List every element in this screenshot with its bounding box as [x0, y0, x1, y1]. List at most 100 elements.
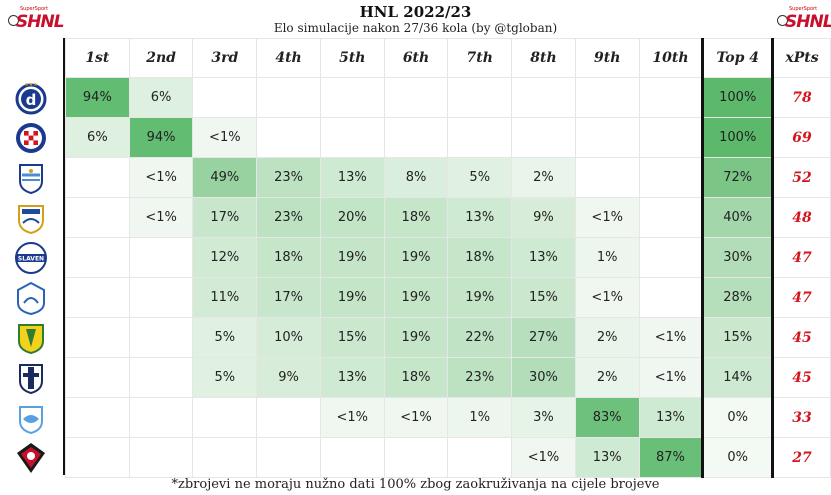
probability-cell — [65, 437, 130, 478]
probability-cell: 3% — [511, 397, 576, 438]
probability-cell — [383, 437, 449, 478]
probability-cell: 2% — [511, 157, 576, 198]
probability-cell: 19% — [447, 277, 513, 318]
col-header-7th: 7th — [447, 38, 513, 78]
xpts-cell: 52 — [772, 157, 831, 198]
probability-cell: 2% — [574, 317, 640, 358]
probability-cell: 23% — [256, 197, 321, 238]
top4-cell: 40% — [701, 197, 775, 238]
probability-cell: 94% — [65, 77, 130, 118]
probability-cell: 19% — [383, 237, 449, 278]
probability-cell — [256, 77, 321, 118]
probability-cell — [128, 357, 194, 398]
xpts-cell: 69 — [772, 117, 831, 158]
probability-cell — [638, 197, 704, 238]
probability-cell: 83% — [574, 397, 640, 438]
probability-cell — [638, 157, 704, 198]
xpts-cell: 27 — [772, 437, 831, 478]
probability-cell: 9% — [511, 197, 576, 238]
sibenik-crest — [19, 406, 43, 435]
probability-cell: 19% — [319, 237, 385, 278]
xpts-cell: 45 — [772, 357, 831, 398]
top4-cell: 15% — [701, 317, 775, 358]
ball-icon — [777, 15, 788, 26]
top4-cell: 30% — [701, 237, 775, 278]
probability-cell — [192, 397, 258, 438]
probability-cell — [65, 197, 130, 238]
probability-cell — [447, 437, 513, 478]
probability-cell: <1% — [638, 317, 704, 358]
table-row: 6% 94% <1% 100% 69 — [65, 117, 831, 158]
probability-cell — [447, 117, 513, 158]
probability-cell: <1% — [511, 437, 576, 478]
xpts-cell: 47 — [772, 237, 831, 278]
logo-word: SHNL — [785, 12, 831, 32]
table-body: 94% 6% 100% 78 6% 94% <1% 100% 69 <1% 49% 23% 13% 8% 5… — [65, 77, 831, 478]
probability-cell: 19% — [383, 277, 449, 318]
probability-cell: 5% — [192, 317, 258, 358]
top4-cell: 0% — [701, 397, 775, 438]
probability-cell: 15% — [319, 317, 385, 358]
probability-cell: 1% — [447, 397, 513, 438]
logo-tag: SuperSport — [789, 6, 818, 12]
probability-cell: 19% — [383, 317, 449, 358]
xpts-cell: 33 — [772, 397, 831, 438]
probability-cell — [447, 77, 513, 118]
probability-cell — [574, 157, 640, 198]
col-header-4th: 4th — [256, 38, 321, 78]
shnl-logo-left: SuperSport SHNL — [6, 6, 65, 32]
slaven-belupo-crest: SLAVEN — [15, 242, 47, 274]
probability-cell — [638, 277, 704, 318]
header-row: 1st 2nd 3rd 4th 5th 6th 7th 8th 9th 10th… — [65, 38, 831, 78]
probability-cell — [65, 317, 130, 358]
xpts-cell: 45 — [772, 317, 831, 358]
probability-cell — [638, 237, 704, 278]
probability-cell: 1% — [574, 237, 640, 278]
probability-cell: 17% — [192, 197, 258, 238]
col-header-5th: 5th — [319, 38, 385, 78]
probability-cell — [383, 117, 449, 158]
rijeka-crest — [18, 205, 44, 235]
probability-cell: 13% — [574, 437, 640, 478]
probability-cell — [511, 117, 576, 158]
col-header-8th: 8th — [511, 38, 576, 78]
probability-cell: <1% — [128, 157, 194, 198]
probability-cell — [65, 397, 130, 438]
table-left-divider — [63, 38, 66, 475]
probability-cell: 13% — [511, 237, 576, 278]
probability-cell: 11% — [192, 277, 258, 318]
probability-cell: <1% — [128, 197, 194, 238]
probability-cell: 2% — [574, 357, 640, 398]
probability-cell: 22% — [447, 317, 513, 358]
probability-cell — [192, 437, 258, 478]
footnote: *zbrojevi ne moraju nužno dati 100% zbog… — [171, 477, 660, 492]
probability-cell — [383, 77, 449, 118]
table-row: <1% 17% 23% 20% 18% 13% 9% <1% 40% 48 — [65, 197, 831, 238]
xpts-cell: 78 — [772, 77, 831, 118]
probability-cell — [128, 397, 194, 438]
col-header-6th: 6th — [383, 38, 449, 78]
probability-cell: 18% — [383, 357, 449, 398]
probability-cell: 12% — [192, 237, 258, 278]
probability-cell: 19% — [319, 277, 385, 318]
probability-cell: 18% — [447, 237, 513, 278]
table-row: 94% 6% 100% 78 — [65, 77, 831, 118]
col-header-top4: Top 4 — [701, 38, 775, 78]
svg-text:d: d — [26, 91, 37, 109]
probability-cell: 5% — [192, 357, 258, 398]
probability-cell: 9% — [256, 357, 321, 398]
table-row: 12% 18% 19% 19% 18% 13% 1% 30% 47 — [65, 237, 831, 278]
probability-cell: 6% — [65, 117, 130, 158]
probability-cell — [128, 317, 194, 358]
probability-cell — [65, 357, 130, 398]
probability-cell — [256, 397, 321, 438]
probability-cell — [574, 117, 640, 158]
varazdin-crest — [17, 281, 45, 315]
probability-cell — [319, 117, 385, 158]
probability-cell: 87% — [638, 437, 704, 478]
ball-icon — [8, 15, 19, 26]
lokomotiva-crest — [19, 364, 43, 395]
probability-cell: <1% — [383, 397, 449, 438]
probability-cell: <1% — [574, 277, 640, 318]
probability-cell: 6% — [128, 77, 194, 118]
